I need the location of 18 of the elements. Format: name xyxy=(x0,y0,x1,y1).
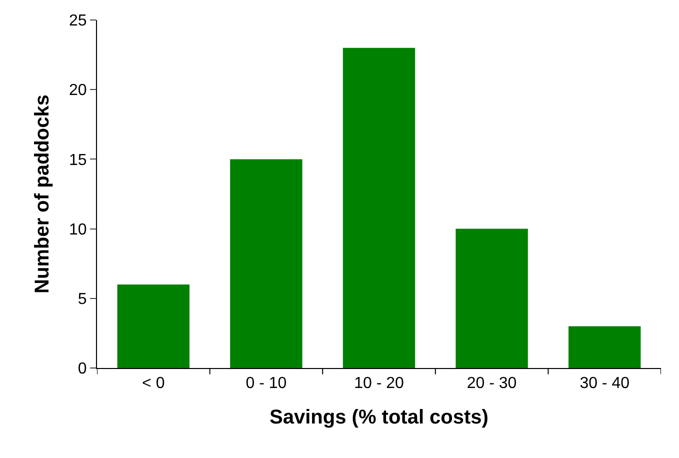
y-tick-label: 0 xyxy=(78,360,87,378)
bar xyxy=(117,284,190,368)
y-tick-label: 10 xyxy=(69,221,87,238)
x-tick-label: 20 - 30 xyxy=(466,375,517,392)
y-tick-label: 20 xyxy=(69,82,87,100)
y-tick-label: 25 xyxy=(69,12,87,30)
bar xyxy=(568,326,641,368)
y-axis-title: Number of paddocks xyxy=(32,94,54,294)
y-tick-label: 15 xyxy=(69,152,87,169)
x-tick-label: 30 - 40 xyxy=(580,375,630,392)
bar xyxy=(230,159,302,368)
y-tick-label: 5 xyxy=(78,291,87,308)
bar xyxy=(342,48,416,368)
x-tick-label: 10 - 20 xyxy=(354,375,404,392)
x-axis-title: Savings (% total costs) xyxy=(270,406,488,429)
bar xyxy=(456,228,528,368)
x-tick-label: 0 - 10 xyxy=(246,375,287,392)
x-tick-label: < 0 xyxy=(142,375,165,392)
